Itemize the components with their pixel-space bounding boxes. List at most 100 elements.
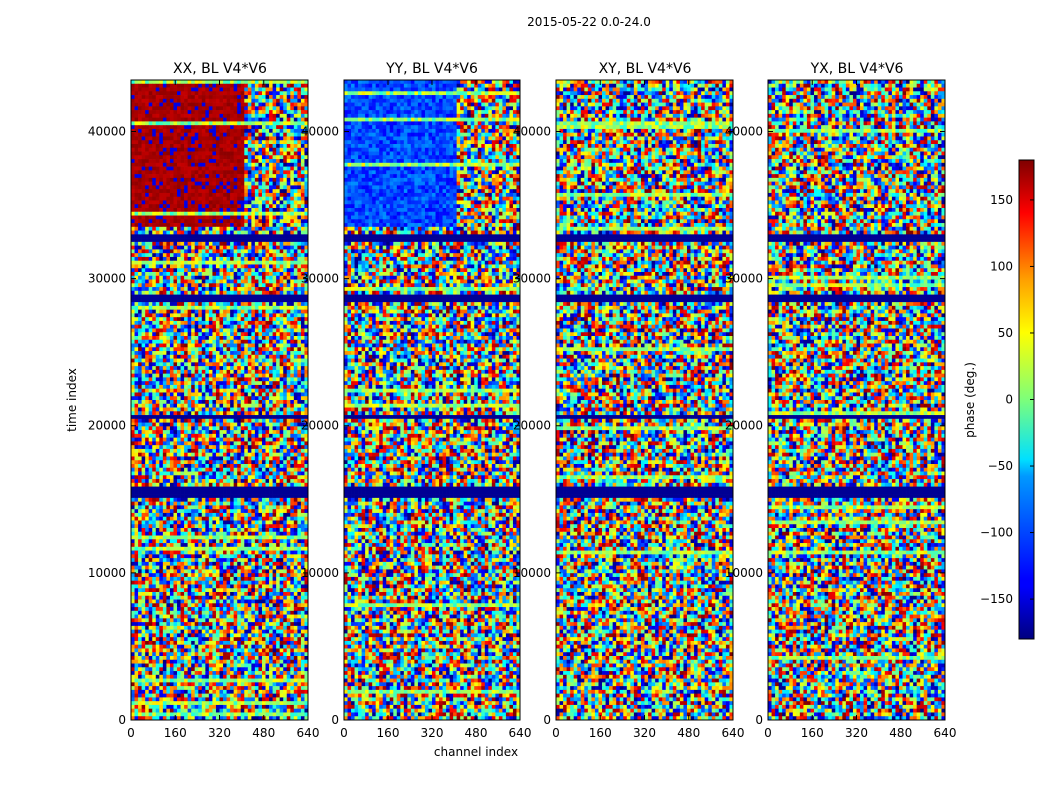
heatmap-cell	[152, 437, 157, 442]
heatmap-cell	[138, 400, 142, 405]
heatmap-cell	[141, 151, 146, 156]
heatmap-cell	[247, 192, 252, 198]
heatmap-cell	[293, 339, 298, 344]
heatmap-cell	[279, 418, 284, 423]
heatmap-cell	[180, 268, 185, 273]
heatmap-cell	[304, 260, 309, 265]
heatmap-cell	[180, 151, 185, 156]
heatmap-cell	[191, 95, 196, 100]
heatmap-cell	[304, 305, 309, 310]
heatmap-cell	[247, 215, 252, 220]
heatmap-cell	[254, 433, 259, 438]
heatmap-cell	[162, 369, 167, 374]
heatmap-cell	[269, 309, 273, 314]
heatmap-cell	[201, 384, 206, 390]
heatmap-cell	[219, 328, 224, 333]
heatmap-cell	[141, 392, 146, 397]
heatmap-cell	[297, 147, 302, 152]
heatmap-cell	[223, 358, 227, 363]
heatmap-cell	[279, 174, 284, 179]
heatmap-cell	[191, 418, 196, 423]
heatmap-cell	[258, 151, 263, 156]
heatmap-cell	[286, 422, 291, 427]
heatmap-cell	[254, 125, 259, 130]
heatmap-cell	[162, 347, 167, 352]
heatmap-cell	[240, 268, 245, 273]
heatmap-cell	[169, 384, 174, 390]
heatmap-cell	[184, 362, 188, 367]
heatmap-cell	[177, 283, 181, 288]
heatmap-cell	[198, 241, 203, 246]
heatmap-cell	[215, 87, 220, 92]
heatmap-cell	[187, 155, 192, 160]
heatmap-cell	[244, 260, 249, 265]
heatmap-cell	[184, 411, 188, 416]
heatmap-cell	[201, 275, 206, 280]
heatmap-cell	[226, 253, 231, 258]
heatmap-cell	[226, 196, 231, 201]
heatmap-cell	[152, 189, 157, 194]
heatmap-cell	[283, 260, 288, 265]
heatmap-cell	[290, 208, 295, 213]
heatmap-cell	[254, 305, 259, 310]
heatmap-cell	[180, 110, 185, 115]
heatmap-cell	[283, 162, 288, 167]
heatmap-cell	[215, 170, 220, 175]
heatmap-cell	[215, 275, 220, 280]
heatmap-cell	[187, 136, 192, 141]
heatmap-cell	[155, 80, 160, 85]
heatmap-cell	[230, 411, 235, 416]
heatmap-cell	[194, 91, 199, 96]
heatmap-cell	[155, 132, 160, 137]
heatmap-cell	[276, 128, 281, 134]
heatmap-cell	[215, 298, 220, 303]
heatmap-cell	[159, 211, 164, 216]
heatmap-cell	[247, 238, 252, 243]
heatmap-cell	[187, 287, 192, 292]
heatmap-cell	[194, 290, 199, 295]
heatmap-cell	[184, 294, 188, 299]
heatmap-cell	[290, 177, 295, 182]
heatmap-cell	[152, 151, 157, 156]
heatmap-cell	[240, 358, 245, 363]
heatmap-cell	[138, 170, 142, 175]
heatmap-cell	[187, 249, 192, 254]
heatmap-cell	[166, 264, 171, 269]
heatmap-cell	[269, 418, 273, 423]
heatmap-cell	[297, 166, 302, 171]
heatmap-cell	[283, 396, 288, 401]
heatmap-cell	[173, 343, 178, 348]
heatmap-cell	[148, 106, 153, 111]
heatmap-cell	[237, 260, 242, 265]
heatmap-cell	[194, 226, 199, 231]
heatmap-cell	[169, 238, 174, 243]
heatmap-cell	[131, 241, 135, 246]
heatmap-cell	[247, 110, 252, 115]
heatmap-cell	[131, 162, 135, 167]
heatmap-cell	[138, 192, 142, 198]
heatmap-cell	[272, 426, 277, 431]
heatmap-cell	[191, 294, 196, 299]
heatmap-cell	[208, 452, 213, 457]
heatmap-cell	[215, 324, 220, 329]
heatmap-cell	[290, 407, 295, 412]
heatmap-cell	[258, 159, 263, 164]
heatmap-cell	[304, 155, 309, 160]
heatmap-cell	[276, 373, 281, 378]
heatmap-cell	[162, 234, 167, 239]
heatmap-cell	[300, 264, 305, 269]
heatmap-cell	[290, 196, 295, 201]
heatmap-cell	[233, 445, 238, 450]
heatmap-cell	[208, 320, 213, 326]
heatmap-cell	[286, 366, 291, 371]
heatmap-cell	[254, 373, 259, 378]
heatmap-cell	[177, 302, 181, 307]
heatmap-cell	[184, 445, 188, 450]
heatmap-cell	[297, 339, 302, 344]
heatmap-cell	[215, 426, 220, 431]
heatmap-cell	[265, 320, 270, 326]
heatmap-cell	[162, 351, 167, 356]
heatmap-cell	[272, 400, 277, 405]
heatmap-cell	[152, 260, 157, 265]
heatmap-cell	[244, 445, 249, 450]
